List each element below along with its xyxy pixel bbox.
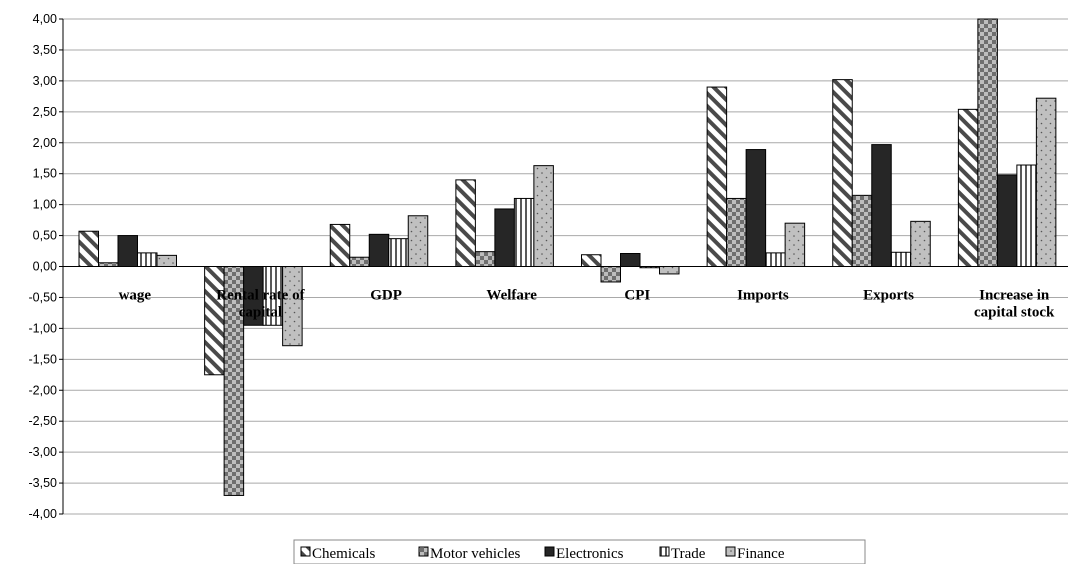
y-tick-label: -4,00 [29,507,58,521]
legend-label: Motor vehicles [430,546,521,562]
bar-chemicals [832,79,853,267]
category-label: Welfare [486,288,537,304]
bar-chemicals [706,86,728,267]
bar-finance [156,254,177,268]
category-label: Rental rate of capital [216,288,305,321]
bar-trade [639,266,660,269]
y-tick-label: 3,00 [33,74,57,88]
bar-motor-vehicles [474,251,496,267]
bar-trade [890,251,912,268]
bar-chemicals [455,179,476,267]
bar-trade [1016,164,1037,267]
y-tick-label: -0,50 [29,290,58,304]
category-labels: wage Rental rate of capital GDP Welfare CPI Im… [119,288,1055,321]
bar-motor-vehicles [223,266,245,496]
bar-electronics [871,144,892,267]
category-label: Exports [863,288,914,304]
bar-finance [407,215,429,267]
legend-swatch-motor-vehicles [418,546,429,557]
bar-finance [910,220,931,268]
legend-swatch-electronics [544,546,555,557]
y-tick-label: 2,50 [33,105,57,119]
y-tick-label: -1,50 [29,352,58,366]
bar-chemicals [329,223,351,268]
bar-finance [1035,97,1057,267]
bar-electronics [996,174,1018,267]
bar-motor-vehicles [851,194,873,267]
bar-electronics [368,233,390,267]
y-tick-label: 1,50 [33,167,57,181]
bars [78,18,1057,496]
legend-label: Chemicals [312,546,375,562]
y-tick-label: 2,00 [33,136,57,150]
legend-swatch-finance [725,546,736,557]
bar-motor-vehicles [600,266,621,283]
bar-motor-vehicles [977,18,998,267]
y-tick-label: 3,50 [33,43,57,57]
y-tick-label: 0,50 [33,229,57,243]
bar-motor-vehicles [726,197,747,267]
y-tick-label: -3,50 [29,476,58,490]
bar-chemicals [957,108,979,268]
y-tick-label: -3,00 [29,445,58,459]
category-label: Imports [737,288,789,304]
category-label: wage [119,288,152,304]
bar-motor-vehicles [98,262,119,268]
bar-electronics [620,253,641,268]
category-label: Increase in capital stock [974,288,1055,321]
bar-trade [388,238,409,267]
bar-finance [282,266,303,347]
bar-chemicals [78,230,99,267]
bar-trade [513,197,535,267]
bar-motor-vehicles [349,256,370,267]
y-tick-label: -1,00 [29,321,58,335]
category-label: CPI [624,288,650,304]
bar-electronics [117,235,138,267]
bar-electronics [745,149,767,267]
legend-label: Trade [671,546,706,562]
y-tick-label: -2,50 [29,414,58,428]
bar-trade [137,252,158,267]
y-tick-label: -2,00 [29,383,58,397]
bar-trade [765,252,786,267]
y-tick-label: 0,00 [33,260,57,274]
bar-chemicals [581,254,602,267]
y-tick-label: 4,00 [33,12,57,26]
bar-chemicals [204,266,225,376]
y-tick-label: 1,00 [33,198,57,212]
legend-label: Electronics [556,546,624,562]
category-label: GDP [370,288,402,304]
legend: Chemicals Motor vehicles Electronics Trade F… [293,539,866,564]
bar-finance [784,222,806,267]
legend-label: Finance [737,546,785,562]
legend-swatch-trade [659,546,670,557]
legend-swatch-chemicals [300,546,311,557]
bar-finance [659,266,680,275]
bar-finance [533,165,554,267]
bar-electronics [494,208,515,268]
legend-box [293,539,866,564]
